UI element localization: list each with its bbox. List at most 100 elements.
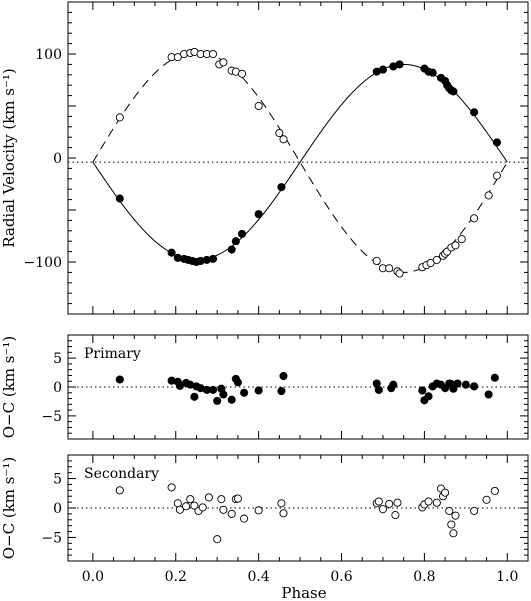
primary-orbit-curve [92, 63, 508, 261]
secondary-point [385, 264, 394, 273]
secondary-point [219, 505, 228, 514]
panel-label: Secondary [84, 466, 159, 482]
secondary-point [426, 258, 435, 268]
secondary-point [385, 499, 394, 508]
primary-point [208, 254, 218, 263]
primary-point [233, 378, 242, 387]
primary-point [115, 194, 124, 203]
secondary-point [279, 135, 288, 144]
y-tick-label: −5 [41, 409, 62, 425]
secondary-point [432, 255, 441, 264]
secondary-point [441, 488, 450, 497]
secondary-point [378, 505, 388, 514]
secondary-point [204, 493, 213, 502]
primary-point [231, 237, 240, 246]
secondary-point [240, 514, 249, 523]
secondary-point [277, 499, 286, 508]
x-tick-label: 0.2 [165, 569, 187, 585]
secondary-point [115, 486, 124, 495]
secondary-point [424, 497, 433, 506]
primary-point [470, 108, 479, 117]
secondary-point [208, 49, 218, 59]
x-tick-label: 0.0 [82, 569, 104, 585]
primary-point [190, 392, 199, 401]
secondary-point [492, 171, 501, 180]
secondary-point [173, 53, 182, 62]
secondary-point [451, 241, 460, 250]
primary-point [424, 392, 433, 401]
secondary-point [393, 498, 402, 507]
primary-point [227, 245, 236, 254]
x-axis-label: Phase [281, 584, 326, 601]
primary-point [389, 380, 398, 389]
secondary-point [451, 511, 460, 520]
primary-point [418, 386, 427, 395]
y-axis-label: O−C (km s⁻¹) [0, 457, 18, 560]
primary-point [167, 248, 176, 257]
primary-point [213, 396, 222, 405]
y-tick-label: 100 [35, 47, 62, 63]
secondary-point [490, 486, 499, 495]
secondary-point [449, 529, 458, 538]
secondary-point [482, 495, 491, 504]
primary-point [227, 395, 236, 404]
primary-point [238, 229, 247, 238]
secondary-point [484, 191, 493, 200]
secondary-point [227, 509, 236, 518]
primary-point [453, 379, 462, 388]
secondary-point [275, 128, 284, 138]
y-tick-label: 0 [53, 151, 62, 167]
secondary-point [254, 506, 263, 515]
panel-label: Primary [84, 346, 141, 362]
secondary-point [233, 494, 242, 503]
primary-point [240, 388, 249, 397]
secondary-point [167, 483, 176, 492]
primary-point [279, 371, 288, 381]
primary-point [428, 68, 437, 77]
secondary-point [279, 509, 288, 518]
primary-point [219, 390, 228, 399]
primary-point [395, 60, 404, 69]
secondary-point [445, 506, 454, 515]
secondary-point [470, 214, 479, 223]
y-axis-label: Radial Velocity (km s⁻¹) [0, 68, 18, 248]
y-tick-label: 0 [53, 380, 62, 396]
primary-point [254, 386, 263, 395]
primary-point [490, 373, 499, 382]
secondary-point [374, 497, 383, 506]
secondary-point [198, 503, 207, 512]
y-tick-label: 5 [53, 472, 62, 488]
secondary-point [186, 495, 195, 504]
primary-point [374, 385, 383, 394]
secondary-point [372, 256, 381, 266]
y-tick-label: 0 [53, 501, 62, 517]
primary-point [115, 375, 124, 384]
secondary-point [190, 501, 199, 510]
y-tick-label: −5 [41, 530, 62, 546]
secondary-point [395, 269, 404, 278]
secondary-point [219, 58, 228, 67]
rv-panel: −100 0 100 Radial Velocity (km s⁻¹) [0, 1, 529, 315]
secondary-point [254, 101, 263, 111]
primary-point [208, 385, 218, 394]
secondary-point [175, 505, 184, 514]
primary-point [461, 380, 470, 389]
x-tick-label: 0.8 [413, 569, 435, 585]
secondary-point [470, 506, 479, 515]
primary-point [470, 382, 479, 391]
primary-point [378, 65, 388, 74]
primary-point [449, 87, 458, 96]
secondary-point [432, 498, 441, 507]
primary-point [449, 384, 458, 393]
secondary-point [217, 495, 226, 504]
primary-point [277, 183, 286, 192]
secondary-point [457, 235, 466, 244]
primary-point [277, 386, 286, 396]
secondary-point [213, 535, 222, 544]
secondary-point [391, 511, 400, 520]
secondary-panel: −5 0 5 Secondary O−C (km s⁻¹) 0.0 0.2 0.4 0.6 0.8… [0, 454, 529, 601]
y-tick-label: 5 [53, 351, 62, 367]
primary-point [254, 210, 263, 219]
x-tick-label: 0.4 [247, 569, 269, 585]
